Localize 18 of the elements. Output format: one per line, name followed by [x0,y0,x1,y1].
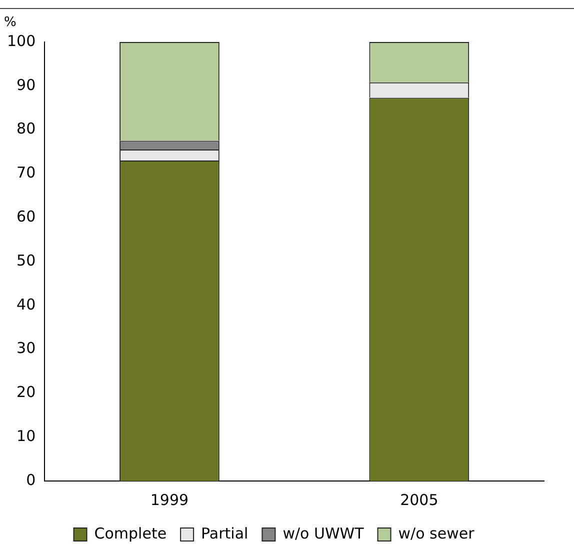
y-tick-label: 90 [16,76,36,94]
y-axis-title: % [4,14,16,30]
y-tick-label: 80 [16,120,36,138]
legend-label: Partial [201,524,248,542]
y-tick-label: 60 [16,207,36,226]
legend-label: w/o UWWT [282,524,365,542]
x-tick-label: 2005 [400,490,438,509]
y-tick-label: 70 [16,164,36,182]
y-tick-label: 20 [16,383,36,402]
y-tick-label: 30 [16,339,36,358]
x-tick-label: 1999 [150,490,189,509]
y-tick-label: 100 [6,32,36,50]
legend-label: Complete [94,524,167,542]
y-tick-label: 50 [16,251,36,270]
legend-label: w/o sewer [398,524,476,542]
y-tick-label: 0 [26,470,36,489]
y-tick-label: 10 [16,426,36,445]
y-tick-label: 40 [16,295,36,314]
